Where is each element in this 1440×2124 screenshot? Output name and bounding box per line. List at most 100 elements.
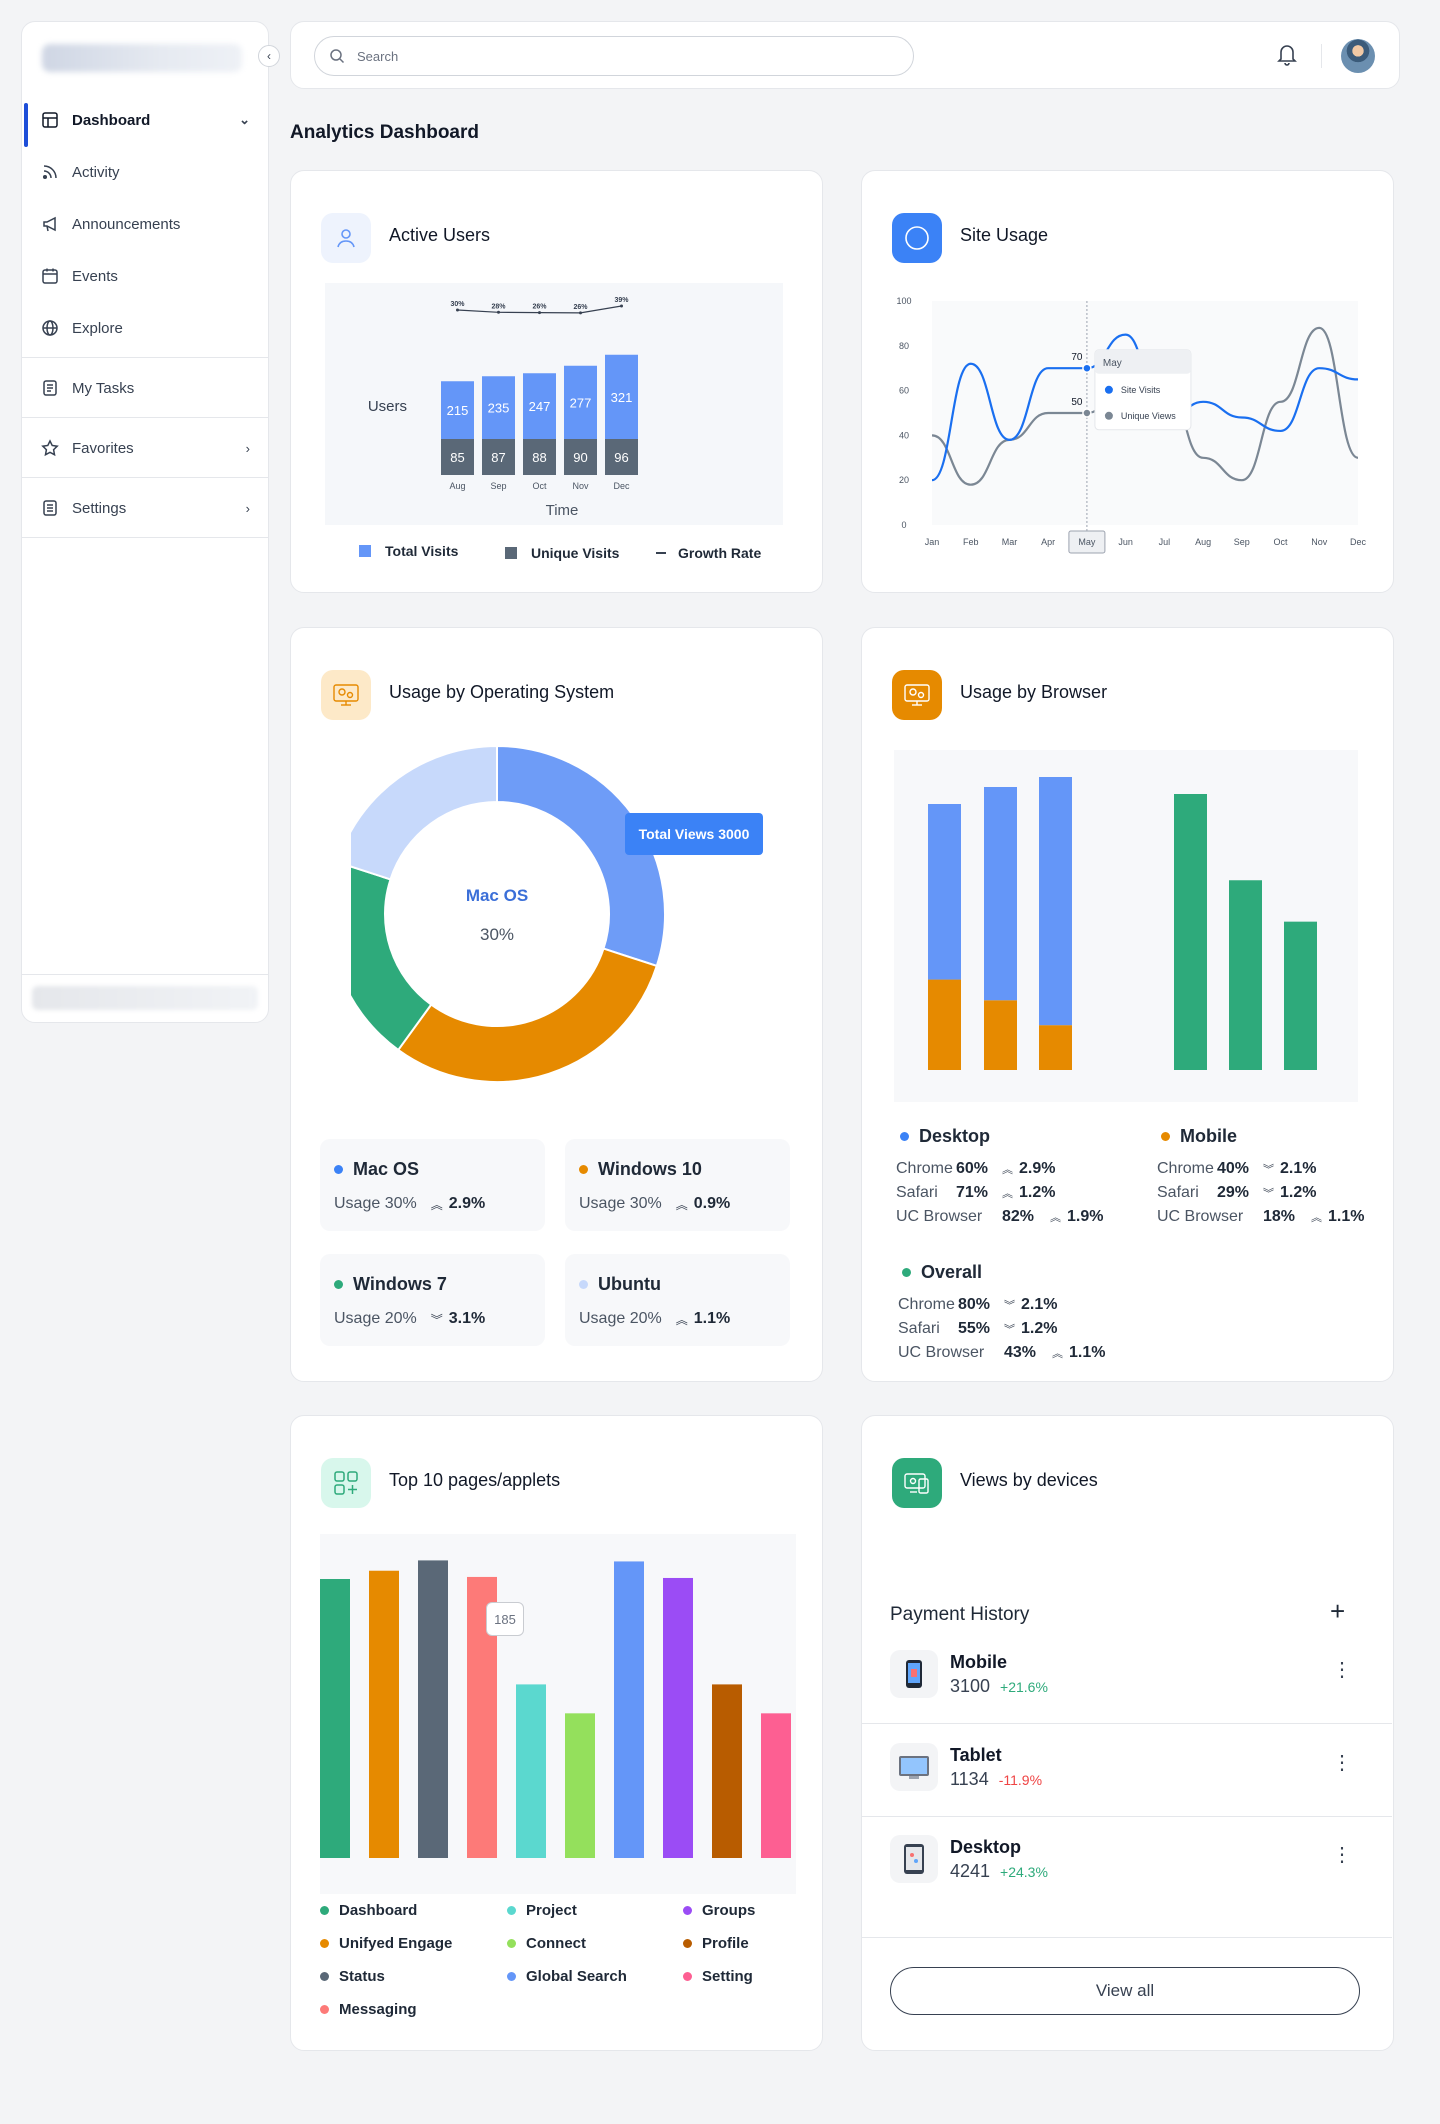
growth-rate-label: 26% bbox=[532, 304, 547, 311]
double-chevron-down-icon: ︾ bbox=[1263, 1188, 1274, 1200]
os-name-text: Mac OS bbox=[353, 1159, 420, 1179]
browser-value: 60% bbox=[956, 1160, 989, 1177]
bar-total-nov bbox=[564, 365, 597, 439]
y-tick-label: 60 bbox=[899, 386, 909, 396]
donut-slice-mac-os bbox=[496, 744, 666, 968]
browser-value: 71% bbox=[956, 1184, 989, 1201]
browser-value: 55% bbox=[958, 1320, 991, 1337]
tooltip-series-label: Site Visits bbox=[1121, 385, 1161, 395]
add-icon[interactable]: + bbox=[1330, 1596, 1346, 1626]
x-tick-highlight bbox=[1068, 530, 1106, 554]
search-icon bbox=[329, 48, 345, 64]
row-divider bbox=[862, 1937, 1392, 1938]
collapse-sidebar-button[interactable]: ‹ bbox=[258, 45, 280, 67]
bar-mobile-uc-browser bbox=[1039, 1025, 1072, 1070]
donut-center-label: Mac OS bbox=[466, 886, 528, 905]
settings-icon bbox=[40, 498, 60, 518]
browser-stat-row: UC Browser 43% ︽ 1.1% bbox=[898, 1344, 1105, 1362]
legend-dot bbox=[683, 1972, 692, 1981]
kebab-menu-icon[interactable]: ⋮ bbox=[1332, 1752, 1352, 1774]
x-tick-label: Jul bbox=[1159, 537, 1171, 547]
bar-total-label: 321 bbox=[611, 390, 633, 405]
chevron-down-icon: ⌄ bbox=[239, 112, 250, 127]
legend-dot bbox=[683, 1939, 692, 1948]
donut-slice-windows-7 bbox=[351, 865, 433, 1052]
sidebar-item-settings[interactable]: Settings › bbox=[22, 488, 268, 528]
bar-desktop-chrome bbox=[928, 804, 961, 980]
active-users-card: Active Users 215 85 Aug 30% 235 87 Sep 28% 247 88… bbox=[290, 170, 823, 593]
kebab-menu-icon[interactable]: ⋮ bbox=[1332, 1659, 1352, 1681]
donut-slice-windows-10 bbox=[396, 947, 659, 1083]
donut-slice-ubuntu bbox=[351, 744, 498, 881]
browser-delta: 2.1% bbox=[1021, 1296, 1058, 1313]
browser-name: Chrome bbox=[898, 1296, 955, 1313]
sidebar-item-label: Activity bbox=[72, 163, 120, 181]
bar-total-label: 247 bbox=[529, 399, 551, 414]
bar-groups bbox=[663, 1577, 693, 1858]
sidebar-item-explore[interactable]: Explore bbox=[22, 308, 268, 348]
sidebar-divider bbox=[22, 974, 268, 975]
browser-delta: 1.2% bbox=[1019, 1184, 1056, 1201]
browser-value: 43% bbox=[1004, 1344, 1037, 1361]
os-name: Windows 7 bbox=[334, 1274, 447, 1295]
os-name-text: Windows 10 bbox=[598, 1159, 702, 1179]
os-usage: Usage 30% ︽ 0.9% bbox=[579, 1195, 730, 1213]
legend-total-visits: Total Visits bbox=[359, 543, 458, 559]
sidebar-item-label: My Tasks bbox=[72, 379, 135, 397]
chevron-right-icon: › bbox=[245, 440, 250, 456]
chevron-left-icon: ‹ bbox=[267, 49, 271, 63]
top-pages-card: Top 10 pages/applets 185 Dashboard Projec… bbox=[290, 1415, 823, 2051]
bar-total-oct bbox=[523, 373, 556, 439]
topbar-separator bbox=[1321, 44, 1322, 68]
legend-label: Global Search bbox=[526, 1968, 627, 1985]
sidebar-item-label: Settings bbox=[72, 499, 127, 517]
x-tick-label: Jun bbox=[1118, 537, 1133, 547]
bar-unique-label: 88 bbox=[532, 450, 546, 465]
sidebar-divider bbox=[22, 477, 268, 478]
card-title: Site Usage bbox=[960, 225, 1049, 245]
x-tick-label: Aug bbox=[449, 481, 465, 491]
double-chevron-up-icon: ︽ bbox=[1050, 1212, 1061, 1224]
legend-dot bbox=[334, 1165, 343, 1174]
sidebar-item-dashboard[interactable]: Dashboard ⌄ bbox=[22, 100, 268, 147]
browser-value: 82% bbox=[1002, 1208, 1035, 1225]
bar-total-dec bbox=[605, 354, 638, 439]
os-card-ubuntu: Ubuntu Usage 20% ︽ 1.1% bbox=[565, 1254, 790, 1346]
dashboard-icon bbox=[40, 110, 60, 130]
growth-rate-label: 28% bbox=[491, 303, 506, 310]
bar-project bbox=[516, 1684, 546, 1858]
x-tick-label: Jan bbox=[925, 537, 940, 547]
view-all-button[interactable]: View all bbox=[890, 1967, 1360, 2015]
double-chevron-down-icon: ︾ bbox=[1004, 1324, 1015, 1336]
device-value: 4241 +24.3% bbox=[950, 1861, 1048, 1882]
top-bar: Search bbox=[290, 21, 1400, 89]
x-tick-label: Nov bbox=[572, 481, 589, 491]
x-tick-label: Apr bbox=[1041, 537, 1055, 547]
kebab-menu-icon[interactable]: ⋮ bbox=[1332, 1844, 1352, 1866]
row-divider bbox=[862, 1723, 1392, 1724]
browser-stat-row: Chrome 40% ︾ 2.1% bbox=[1157, 1160, 1316, 1178]
hover-value-label: 50 bbox=[1071, 397, 1083, 408]
sidebar-item-my-tasks[interactable]: My Tasks bbox=[22, 368, 268, 408]
legend-dot bbox=[902, 1268, 911, 1277]
notification-bell-icon[interactable] bbox=[1276, 42, 1298, 71]
legend-item-setting: Setting bbox=[683, 1968, 753, 1985]
search-input[interactable]: Search bbox=[314, 36, 914, 76]
y-tick-label: 40 bbox=[899, 430, 909, 440]
browser-group-overall: Overall bbox=[902, 1262, 982, 1283]
x-tick-label: Aug bbox=[1195, 537, 1211, 547]
sidebar-item-events[interactable]: Events bbox=[22, 256, 268, 296]
bar-total-label: 215 bbox=[447, 403, 469, 418]
bar-unique-oct bbox=[523, 439, 556, 475]
bar-mobile-safari bbox=[984, 1000, 1017, 1070]
legend-dot bbox=[900, 1132, 909, 1141]
bar-unifyed-engage bbox=[369, 1570, 399, 1858]
double-chevron-up-icon: ︽ bbox=[430, 1197, 443, 1212]
user-avatar[interactable] bbox=[1341, 39, 1375, 73]
sidebar-item-favorites[interactable]: Favorites › bbox=[22, 428, 268, 468]
globe-icon bbox=[40, 318, 60, 338]
browser-name: Safari bbox=[1157, 1184, 1199, 1201]
sidebar-item-activity[interactable]: Activity bbox=[22, 152, 268, 192]
sidebar-item-announcements[interactable]: Announcements bbox=[22, 204, 268, 244]
sidebar: ‹ Dashboard ⌄ Activity Announcements Eve… bbox=[21, 21, 280, 1023]
